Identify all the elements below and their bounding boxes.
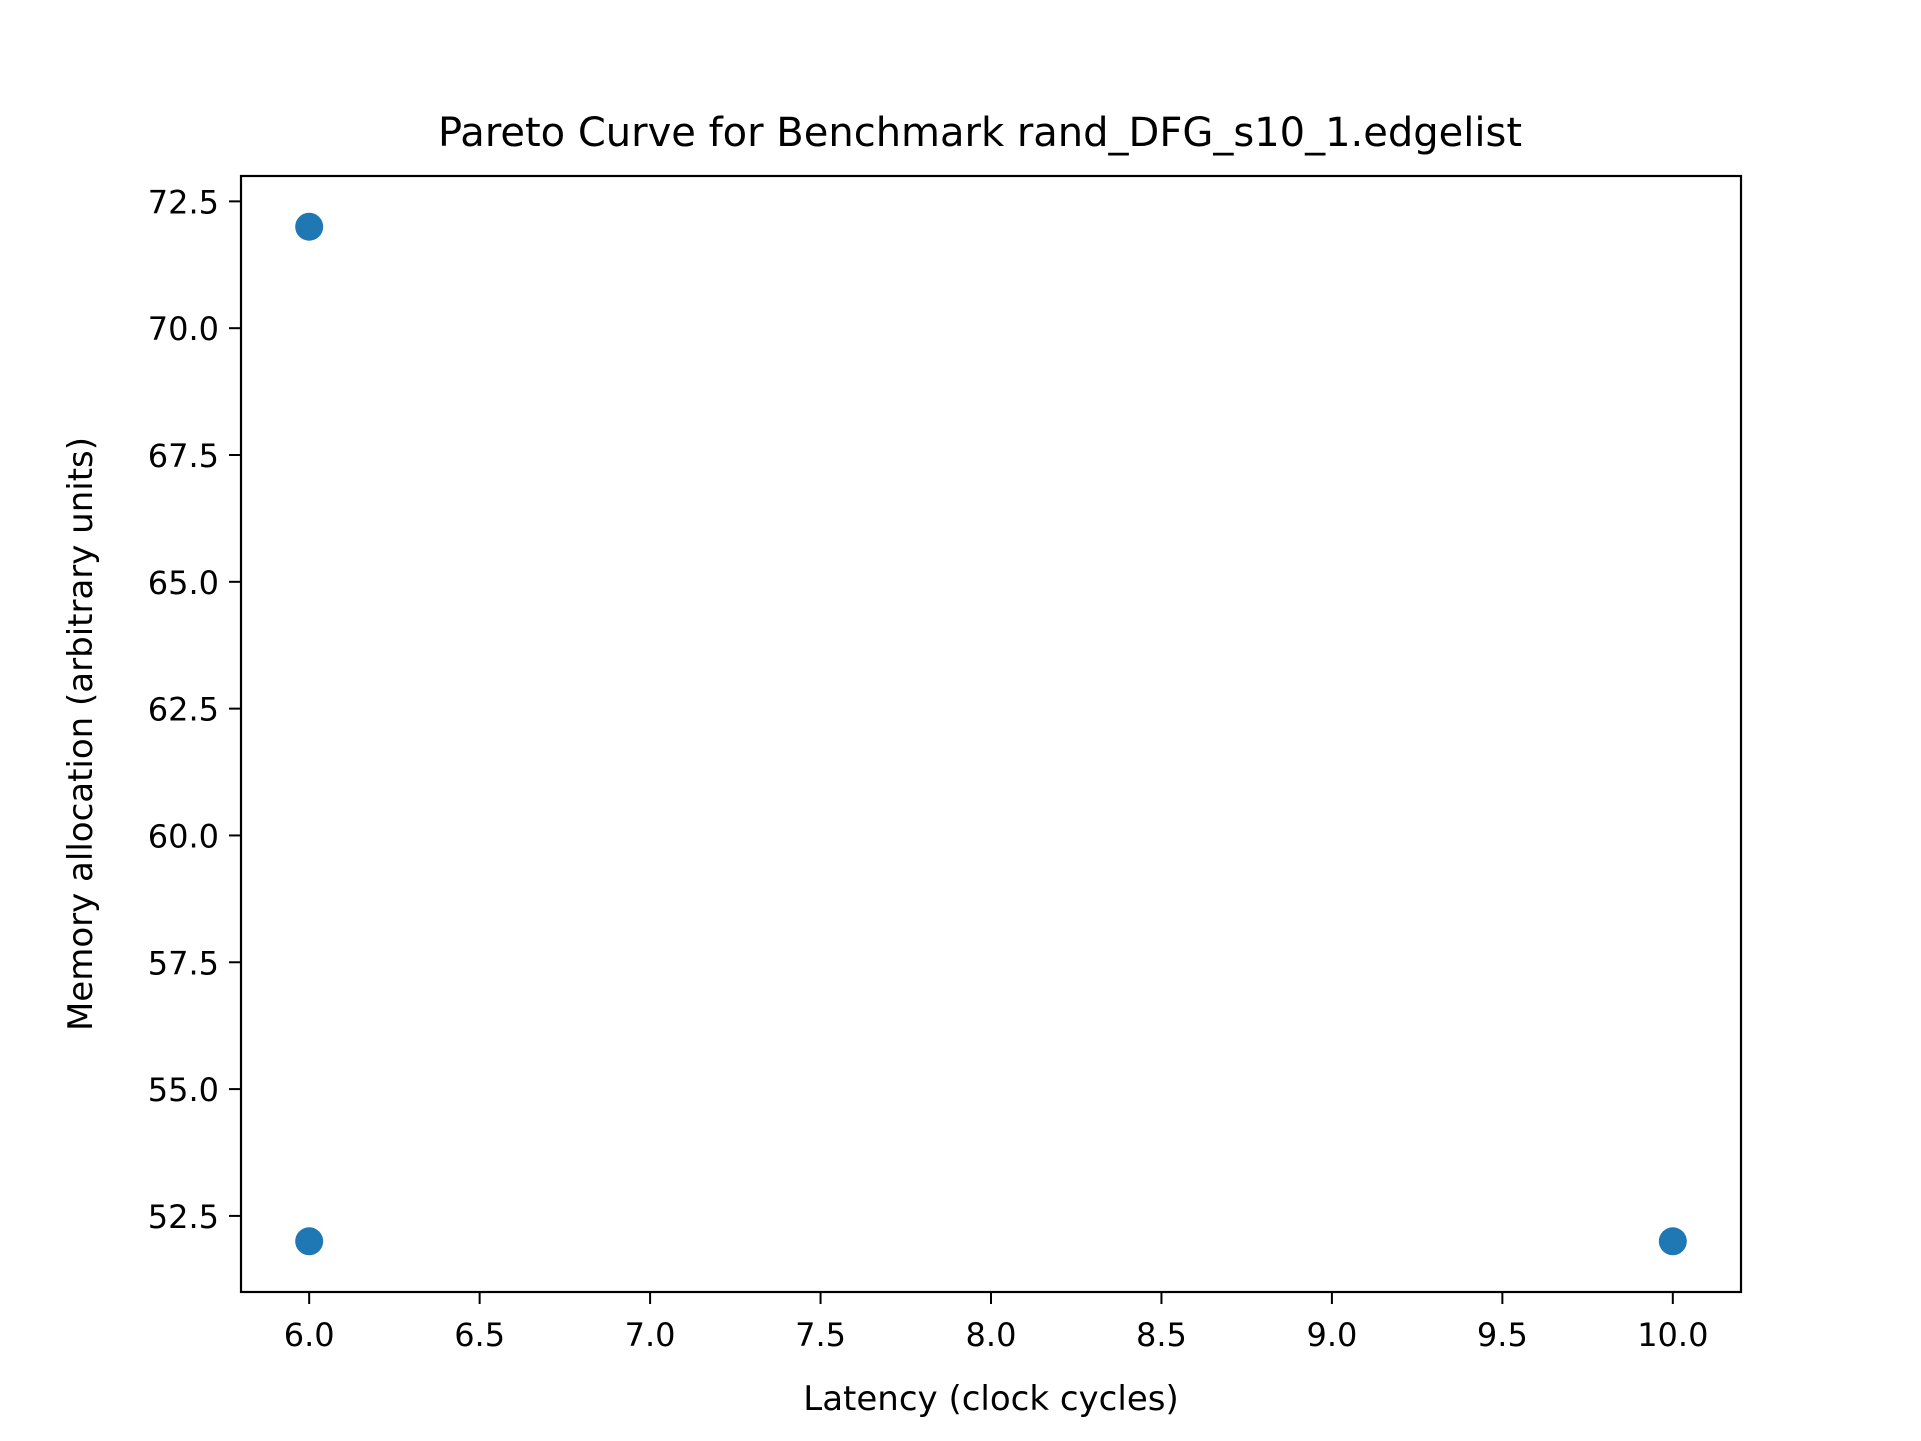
x-tick-label-2: 7.0 — [625, 1316, 676, 1354]
y-tick-label-2: 57.5 — [148, 944, 219, 982]
x-axis-label: Latency (clock cycles) — [803, 1379, 1178, 1419]
data-point-0-2 — [1658, 1227, 1687, 1256]
data-point-0-0 — [295, 212, 324, 241]
x-tick-label-3: 7.5 — [795, 1316, 846, 1354]
y-tick-label-4: 62.5 — [148, 691, 219, 729]
x-tick-label-1: 6.5 — [454, 1316, 505, 1354]
x-tick-label-0: 6.0 — [284, 1316, 335, 1354]
x-tick-label-8: 10.0 — [1637, 1316, 1708, 1354]
x-tick-label-4: 8.0 — [966, 1316, 1017, 1354]
y-tick-label-3: 60.0 — [148, 817, 219, 855]
data-points — [295, 212, 1687, 1256]
y-axis-label: Memory allocation (arbitrary units) — [61, 437, 101, 1031]
y-tick-label-0: 52.5 — [148, 1198, 219, 1236]
y-axis-ticks: 52.5 55.0 57.5 60.0 62.5 65.0 67.5 70.0 72.5 — [148, 183, 241, 1236]
x-tick-label-6: 9.0 — [1306, 1316, 1357, 1354]
plot-frame — [239, 174, 1743, 1294]
x-tick-label-5: 8.5 — [1136, 1316, 1187, 1354]
y-tick-label-6: 67.5 — [148, 437, 219, 475]
y-tick-label-1: 55.0 — [148, 1071, 219, 1109]
y-tick-label-7: 70.0 — [148, 310, 219, 348]
chart-title: Pareto Curve for Benchmark rand_DFG_s10_… — [438, 110, 1522, 156]
x-tick-label-7: 9.5 — [1477, 1316, 1528, 1354]
y-tick-label-5: 65.0 — [148, 564, 219, 602]
data-point-0-1 — [295, 1227, 324, 1256]
x-axis-ticks: 6.0 6.5 7.0 7.5 8.0 8.5 9.0 9.5 10.0 — [284, 1292, 1708, 1354]
y-tick-label-8: 72.5 — [148, 183, 219, 221]
